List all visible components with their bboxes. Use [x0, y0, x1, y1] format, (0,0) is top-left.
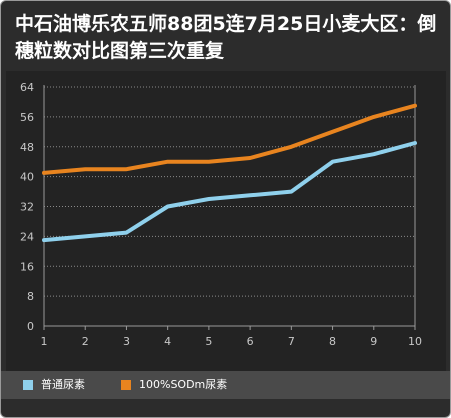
series-line-1	[42, 141, 417, 243]
y-tick-label-56: 56	[20, 111, 34, 124]
x-tick-label-6: 6	[247, 335, 254, 348]
y-tick-label-64: 64	[20, 81, 34, 94]
grid-lines	[44, 86, 415, 297]
series-lines	[42, 103, 417, 243]
y-tick-label-48: 48	[20, 141, 34, 154]
legend-swatch-series-2	[121, 380, 131, 390]
plot-panel	[6, 71, 446, 371]
legend-swatch-series-1	[23, 380, 33, 390]
axes	[43, 85, 416, 330]
y-tick-label-40: 40	[20, 171, 34, 184]
x-tick-label-9: 9	[370, 335, 377, 348]
legend-item-series-2: 100%SODm尿素	[121, 378, 227, 392]
legend-item-series-1: 普通尿素	[23, 378, 85, 392]
x-tick-label-3: 3	[123, 335, 130, 348]
y-tick-label-16: 16	[20, 260, 34, 273]
x-tick-label-2: 2	[82, 335, 89, 348]
chart-title: 中石油博乐农五师88团5连7月25日小麦大区：倒穗粒数对比图第三次重复	[15, 13, 437, 62]
series-line-2	[42, 103, 417, 175]
y-tick-label-8: 8	[27, 290, 34, 303]
x-tick-label-7: 7	[288, 335, 295, 348]
x-tick-label-4: 4	[164, 335, 171, 348]
legend-label-series-2: 100%SODm尿素	[139, 378, 228, 391]
legend: 普通尿素 100%SODm尿素	[1, 371, 450, 399]
y-tick-label-24: 24	[20, 230, 34, 243]
y-tick-label-0: 0	[27, 320, 34, 333]
x-tick-label-1: 1	[41, 335, 48, 348]
y-tick-label-32: 32	[20, 201, 34, 214]
x-tick-label-8: 8	[329, 335, 336, 348]
x-tick-label-10: 10	[408, 335, 422, 348]
legend-label-series-1: 普通尿素	[41, 378, 85, 391]
x-tick-label-5: 5	[205, 335, 212, 348]
